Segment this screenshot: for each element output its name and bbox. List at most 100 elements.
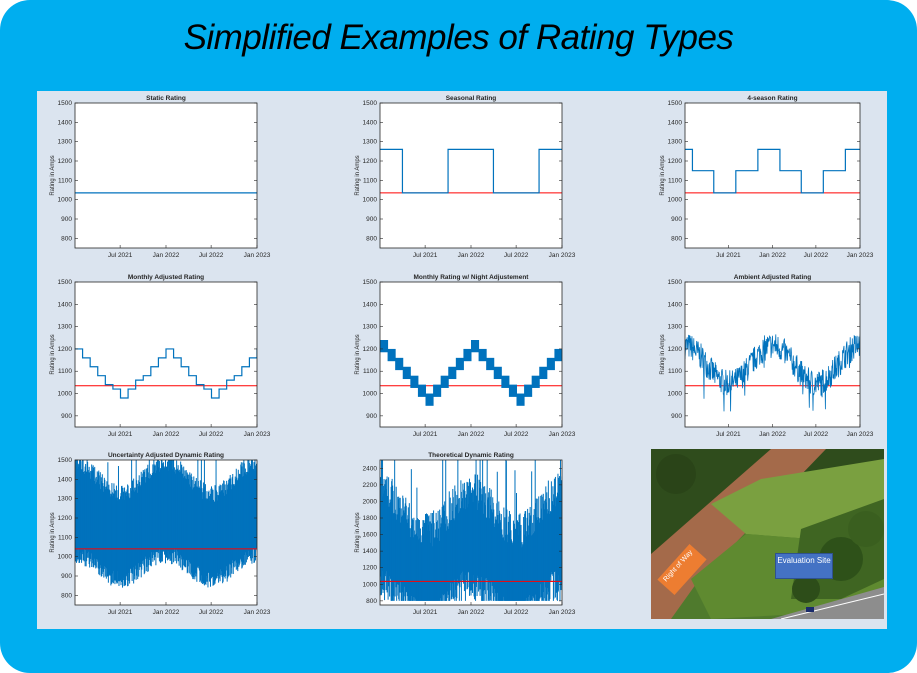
chart-monthly-night: 900 1000 1100 1200 1300 1400 1500 Jul 2021 Jan 2… xyxy=(355,274,576,438)
y-tick-label: 1400 xyxy=(668,119,683,126)
y-tick-label: 1300 xyxy=(668,324,683,331)
y-tick-label: 1300 xyxy=(58,139,73,146)
x-tick-label: Jan 2023 xyxy=(244,609,271,616)
chart-title: 4-season Rating xyxy=(747,95,797,102)
y-tick-label: 1000 xyxy=(363,391,378,398)
x-tick-label: Jan 2022 xyxy=(458,431,485,438)
y-tick-label: 1200 xyxy=(363,158,378,165)
series-band-block xyxy=(433,384,442,397)
series-line xyxy=(685,148,860,194)
y-tick-label: 900 xyxy=(366,216,377,223)
y-tick-label: 900 xyxy=(61,413,72,420)
y-tick-label: 1200 xyxy=(668,158,683,165)
x-tick-label: Jul 2021 xyxy=(108,252,133,259)
plot-marks xyxy=(75,348,257,399)
y-tick-label: 900 xyxy=(671,216,682,223)
y-tick-label: 2200 xyxy=(363,482,378,489)
x-tick-label: Jan 2023 xyxy=(549,431,576,438)
series-band-block xyxy=(410,375,419,388)
chart-title: Monthly Rating w/ Night Adjustement xyxy=(414,274,530,281)
plot-marks xyxy=(380,148,562,194)
series-band-block xyxy=(387,348,396,362)
chart-ambient: 900 1000 1100 1200 1300 1400 1500 Jul 2021 Jan 2… xyxy=(660,274,874,438)
y-axis-label: Rating in Amps xyxy=(355,334,361,374)
y-tick-label: 1100 xyxy=(668,368,682,375)
x-tick-label: Jul 2022 xyxy=(504,431,529,438)
chart-uncertainty: 800 900 1000 1100 1200 1300 1400 1500 Jul 2021 Ja… xyxy=(50,452,271,616)
y-tick-label: 1100 xyxy=(58,177,72,184)
x-tick-label: Jan 2023 xyxy=(549,252,576,259)
series-band-block xyxy=(554,348,562,362)
y-tick-label: 1300 xyxy=(363,324,378,331)
chart-four-season: 800 900 1000 1100 1200 1300 1400 1500 Jul 2021 Ja… xyxy=(660,95,874,259)
series-band-block xyxy=(493,366,502,380)
series-band-block xyxy=(486,357,495,371)
y-tick-label: 1000 xyxy=(363,581,378,588)
chart-title: Seasonal Rating xyxy=(446,95,497,102)
chart-title: Static Rating xyxy=(146,95,186,102)
series-band-block xyxy=(531,375,540,388)
y-tick-label: 1400 xyxy=(668,301,683,308)
series-line xyxy=(380,148,562,194)
series-band-block xyxy=(425,393,434,406)
y-tick-label: 1500 xyxy=(668,279,683,286)
x-tick-label: Jan 2023 xyxy=(244,252,271,259)
y-tick-label: 1000 xyxy=(668,391,683,398)
x-tick-label: Jul 2022 xyxy=(504,609,529,616)
chart-monthly: 900 1000 1100 1200 1300 1400 1500 Jul 2021 Jan 2… xyxy=(50,274,271,438)
y-tick-label: 1000 xyxy=(58,197,73,204)
y-tick-label: 800 xyxy=(671,235,682,242)
y-tick-label: 1200 xyxy=(363,346,378,353)
series-band-block xyxy=(440,375,449,388)
y-tick-label: 800 xyxy=(366,235,377,242)
x-tick-label: Jan 2023 xyxy=(847,431,874,438)
chart-title: Theoretical Dynamic Rating xyxy=(428,452,514,459)
y-tick-label: 1100 xyxy=(58,368,72,375)
y-tick-label: 1500 xyxy=(58,457,73,464)
y-tick-label: 1200 xyxy=(58,515,73,522)
x-tick-label: Jul 2022 xyxy=(804,252,829,259)
x-tick-label: Jul 2021 xyxy=(108,431,133,438)
y-tick-label: 800 xyxy=(61,592,72,599)
y-tick-label: 1200 xyxy=(668,346,683,353)
y-tick-label: 1000 xyxy=(58,391,73,398)
series-band-block xyxy=(380,340,389,353)
y-axis-label: Rating in Amps xyxy=(50,334,56,374)
y-tick-label: 1400 xyxy=(58,476,73,483)
x-tick-label: Jan 2023 xyxy=(847,252,874,259)
y-tick-label: 1200 xyxy=(58,158,73,165)
x-tick-label: Jan 2022 xyxy=(153,609,180,616)
x-tick-label: Jul 2021 xyxy=(413,609,438,616)
series-band-block xyxy=(402,366,411,380)
y-axis-label: Rating in Amps xyxy=(660,155,666,195)
y-tick-label: 1500 xyxy=(363,100,378,107)
x-tick-label: Jan 2022 xyxy=(153,252,180,259)
y-tick-label: 1500 xyxy=(363,279,378,286)
x-tick-label: Jan 2022 xyxy=(759,252,786,259)
y-tick-label: 1000 xyxy=(58,554,73,561)
series-band-block xyxy=(539,366,548,380)
x-tick-label: Jul 2021 xyxy=(413,431,438,438)
y-axis-label: Rating in Amps xyxy=(50,155,56,195)
y-tick-label: 900 xyxy=(61,216,72,223)
aerial-photo-image xyxy=(651,449,884,619)
y-tick-label: 1100 xyxy=(58,534,72,541)
y-tick-label: 1300 xyxy=(58,324,73,331)
x-tick-label: Jan 2022 xyxy=(153,431,180,438)
y-tick-label: 1200 xyxy=(363,565,378,572)
y-axis-label: Rating in Amps xyxy=(50,512,56,552)
x-tick-label: Jan 2022 xyxy=(759,431,786,438)
y-axis-label: Rating in Amps xyxy=(355,155,361,195)
plot-area xyxy=(75,103,257,248)
series-band-block xyxy=(455,357,464,371)
evaluation-site-photo xyxy=(651,449,884,619)
series-band-block xyxy=(508,384,517,397)
y-tick-label: 1400 xyxy=(363,301,378,308)
series-band-block xyxy=(478,348,487,362)
series-band-block xyxy=(463,348,472,362)
y-tick-label: 2400 xyxy=(363,465,378,472)
chart-title: Ambient Adjusted Rating xyxy=(734,274,811,281)
plot-marks xyxy=(685,334,860,412)
plot-marks xyxy=(380,340,562,406)
